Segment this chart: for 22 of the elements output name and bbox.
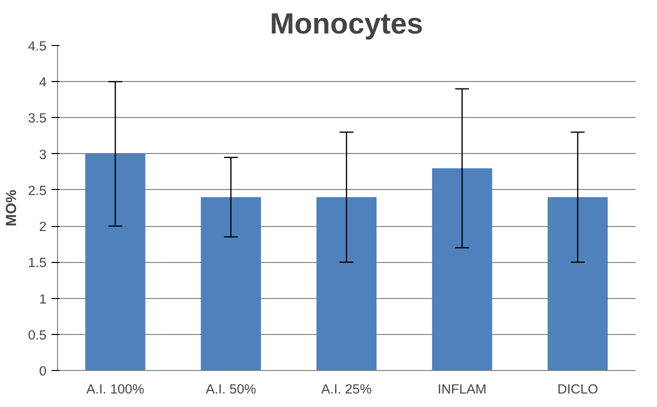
bar — [548, 197, 608, 370]
x-tick-label: A.I. 25% — [321, 382, 372, 396]
y-tick-label: 0.5 — [28, 327, 47, 342]
bar — [200, 197, 261, 370]
chart-title: Monocytes — [270, 8, 424, 40]
y-tick-label: 1 — [39, 291, 47, 306]
y-tick-label: 4 — [39, 74, 48, 90]
bar — [85, 154, 146, 370]
y-tick-label: 4.5 — [28, 38, 47, 54]
x-tick-label: DICLO — [557, 382, 598, 396]
x-tick-label: INFLAM — [438, 382, 487, 396]
y-tick-label: 2 — [39, 219, 47, 234]
y-tick-label: 3 — [39, 146, 47, 162]
x-tick-label: A.I. 100% — [86, 382, 144, 396]
y-tick-label: 1.5 — [28, 255, 47, 270]
y-tick-label: 2.5 — [28, 182, 47, 198]
bar — [432, 168, 492, 370]
y-tick-label: 3.5 — [28, 110, 47, 126]
x-tick-label: A.I. 50% — [206, 382, 256, 396]
bar — [316, 197, 377, 370]
y-axis-title: MO% — [4, 190, 20, 226]
y-tick-label: 0 — [39, 364, 47, 378]
